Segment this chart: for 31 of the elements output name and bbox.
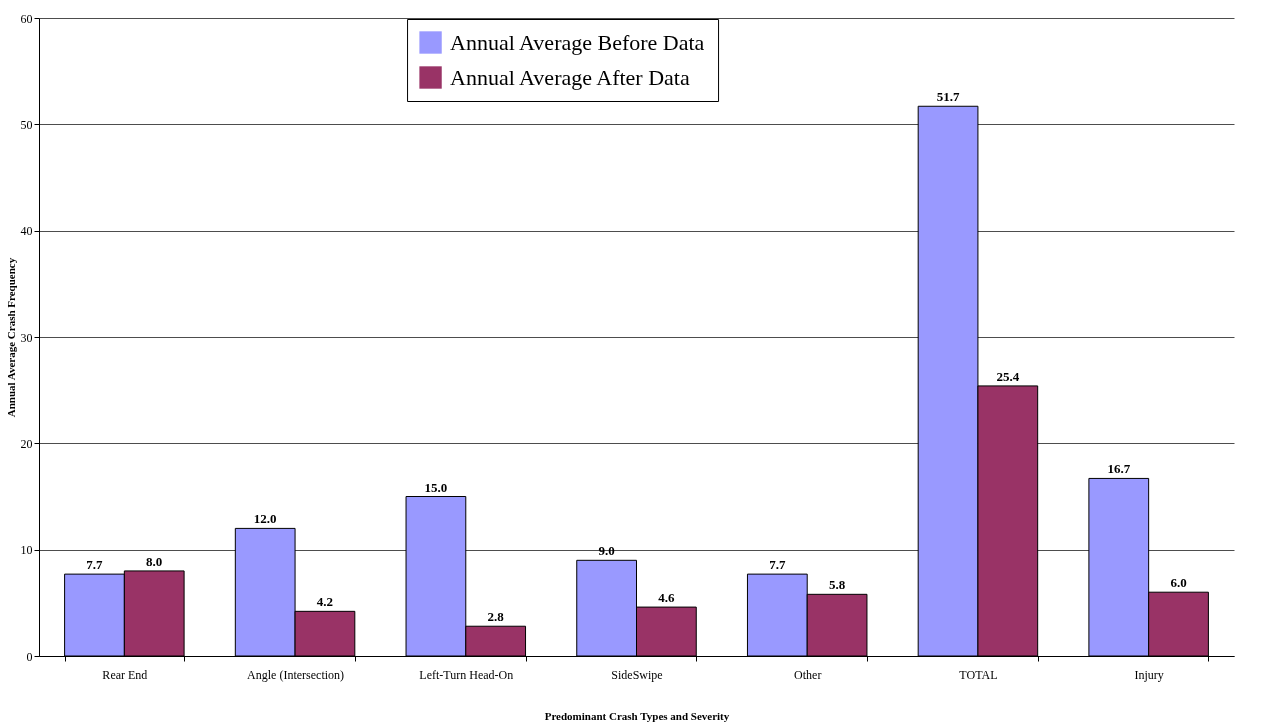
data-label: 12.0	[253, 511, 277, 527]
data-label: 6.0	[1170, 575, 1187, 591]
y-tick-label: 50	[20, 117, 33, 132]
data-label: 15.0	[424, 479, 448, 495]
data-label: 4.2	[316, 594, 334, 610]
data-label: 7.7	[86, 557, 104, 573]
y-tick-label: 30	[20, 330, 33, 345]
legend-label: Annual Average After Data	[450, 64, 690, 90]
x-tick-label: Angle (Intersection)	[247, 667, 345, 682]
x-tick-label: Other	[794, 667, 822, 682]
legend-label: Annual Average Before Data	[450, 29, 705, 55]
y-tick-label: 10	[20, 543, 33, 558]
x-tick-label: Rear End	[102, 667, 148, 682]
y-axis-title: Annual Average Crash Frequency	[4, 257, 17, 418]
x-tick-label: Injury	[1134, 667, 1164, 682]
x-tick-label: SideSwipe	[611, 667, 663, 682]
y-tick-label: 20	[20, 436, 33, 451]
x-axis-title: Predominant Crash Types and Severity	[544, 709, 730, 722]
y-tick-label: 0	[26, 649, 33, 664]
data-label: 5.8	[828, 577, 846, 593]
data-label: 16.7	[1107, 461, 1131, 477]
data-label: 25.4	[996, 368, 1020, 384]
x-tick-label: TOTAL	[959, 667, 998, 682]
data-label: 8.0	[146, 553, 163, 569]
data-label: 7.7	[769, 557, 786, 573]
y-tick-label: 60	[20, 11, 33, 26]
data-label: 51.7	[936, 89, 960, 105]
data-label: 2.8	[487, 609, 505, 625]
data-label: 4.6	[658, 590, 675, 606]
x-tick-label: Left-Turn Head-On	[419, 667, 514, 682]
y-tick-label: 40	[20, 224, 33, 239]
